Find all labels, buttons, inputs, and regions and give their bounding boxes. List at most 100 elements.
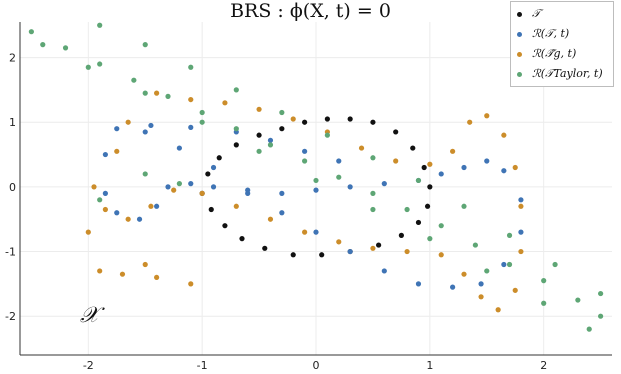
series-1-point-20	[478, 281, 484, 287]
series-2-point-40	[142, 261, 148, 268]
series-0-point-20	[290, 252, 296, 258]
series-2-point-3	[148, 203, 154, 209]
series-3-point-38	[506, 232, 513, 238]
series-2-point-11	[404, 248, 410, 255]
series-0-point-10	[393, 129, 399, 135]
series-2-point-6	[233, 203, 239, 209]
series-2-point-35	[85, 229, 91, 235]
series-1-point-34	[188, 124, 194, 130]
series-3-point-19	[85, 64, 91, 70]
series-0-point-16	[398, 232, 404, 238]
series-1-point-31	[114, 126, 120, 132]
series-2-point-23	[450, 148, 456, 154]
series-3-point-32	[233, 87, 239, 93]
series-3-point-6	[233, 126, 239, 132]
series-2-point-38	[154, 274, 160, 281]
series-1-point-37	[302, 148, 308, 154]
series-3-point-17	[598, 313, 604, 319]
series-0-point-17	[376, 242, 382, 248]
series-3-point-1	[62, 45, 69, 51]
series-3-point-21	[199, 119, 205, 125]
legend-label-3: ℛ(𝒯Taylor, t)	[532, 67, 603, 80]
series-2-point-5	[199, 190, 205, 196]
series-2-point-33	[125, 119, 131, 125]
series-2-point-17	[518, 248, 524, 255]
legend-marker-3	[517, 71, 522, 77]
x-tick-label-3: 1	[426, 359, 433, 372]
legend: 𝒯 ℛ(𝒯, t) ℛ(𝒯̃g, t) ℛ(𝒯Taylor, t)	[510, 1, 614, 87]
series-0-point-14	[424, 203, 431, 209]
series-3-point-16	[575, 297, 581, 303]
series-0-point-22	[239, 236, 245, 242]
series-2-point-15	[495, 307, 501, 313]
tick-labels: -2 -1 0 1 2 -2 -1 0 1 2	[5, 52, 547, 372]
series-1-point-33	[148, 122, 154, 129]
series-2-point-31	[188, 96, 194, 103]
legend-label-2: ℛ(𝒯̃g, t)	[532, 47, 577, 60]
series-1-point-19	[501, 261, 507, 268]
series-0-point-6	[302, 119, 308, 125]
series-0-point-9	[370, 119, 376, 125]
series-1-point-0	[102, 190, 108, 196]
series-2	[85, 90, 524, 313]
series-3-point-20	[142, 90, 148, 96]
series-1-point-10	[347, 184, 353, 190]
series-1-point-21	[450, 284, 456, 290]
series-3-point-36	[415, 177, 422, 184]
region-label: 𝒳	[80, 303, 99, 328]
x-tick-label-0: -2	[83, 359, 94, 372]
series-3-point-7	[267, 142, 274, 148]
series-3-point-35	[370, 155, 376, 161]
series-2-point-19	[512, 164, 518, 171]
series-3-point-4	[165, 93, 171, 99]
legend-marker-0	[517, 11, 522, 17]
series-1-point-18	[518, 229, 524, 235]
series-3-point-12	[438, 223, 444, 229]
series-3-point-30	[142, 42, 148, 48]
series-1-point-13	[438, 171, 444, 177]
series-0-point-12	[421, 164, 427, 171]
series-3-point-39	[552, 261, 558, 268]
series-3-point-2	[97, 61, 103, 67]
series-0-point-23	[222, 223, 228, 229]
series-2-point-29	[256, 106, 262, 112]
series-3-point-27	[541, 300, 547, 306]
series-3	[28, 22, 604, 332]
series-3-point-33	[279, 109, 285, 116]
series-1-point-1	[114, 210, 120, 216]
series-2-point-4	[171, 187, 177, 193]
series-3-point-41	[97, 197, 103, 203]
series-0-point-1	[205, 171, 211, 177]
series-1-point-9	[313, 187, 319, 193]
series-2-point-26	[358, 145, 365, 151]
series-3-point-40	[598, 290, 604, 297]
series-2-point-32	[154, 90, 160, 96]
y-tick-label-2: 0	[9, 181, 16, 194]
data-marks	[28, 22, 604, 332]
series-2-point-0	[91, 184, 97, 190]
series-2-point-28	[290, 116, 296, 122]
series-2-point-36	[97, 268, 103, 274]
y-tick-label-1: -1	[5, 246, 16, 259]
series-2-point-12	[438, 252, 444, 258]
series-0-point-2	[216, 155, 222, 161]
series-0-point-4	[256, 132, 262, 138]
series-2-point-25	[393, 158, 399, 164]
series-2-point-10	[370, 245, 376, 251]
series-3-point-18	[40, 42, 46, 48]
series-1-point-26	[279, 210, 285, 216]
series-0-point-19	[319, 252, 325, 258]
series-2-point-37	[119, 271, 126, 277]
series-2-point-9	[336, 239, 342, 245]
series-1-point-3	[154, 203, 160, 209]
series-2-point-39	[188, 281, 194, 287]
series-3-point-23	[313, 177, 319, 184]
series-3-point-11	[404, 206, 410, 213]
series-1-point-23	[381, 268, 387, 274]
series-1-point-38	[336, 158, 342, 164]
series-2-point-24	[427, 161, 433, 167]
series-2-point-13	[461, 271, 467, 277]
series-1-point-36	[267, 137, 274, 143]
series-3-point-9	[336, 174, 342, 180]
